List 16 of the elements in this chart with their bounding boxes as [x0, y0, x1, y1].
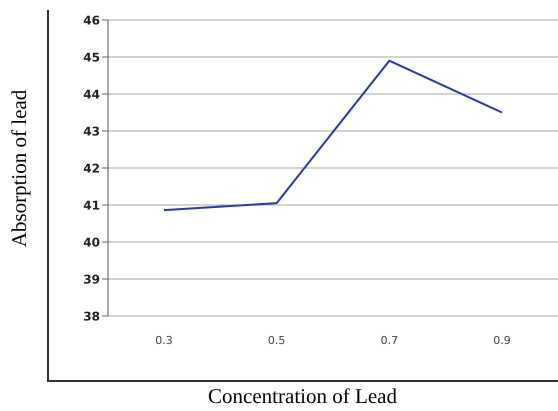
x-tick-label: 0.9: [493, 334, 511, 347]
y-tick-label: 42: [83, 161, 100, 176]
y-tick-label: 39: [83, 272, 100, 286]
y-tick-label: 44: [83, 87, 100, 102]
line-series: [163, 60, 503, 212]
x-tick-label: 0.7: [380, 334, 398, 347]
y-tick-label: 40: [83, 235, 100, 250]
x-tick-label: 0.5: [268, 334, 286, 347]
y-tick-label: 45: [83, 50, 100, 64]
y-tick-label: 38: [83, 309, 100, 324]
y-tick-label: 43: [83, 124, 100, 138]
y-axis-title: Absorption of lead: [8, 89, 32, 247]
y-tick-label: 46: [83, 13, 100, 28]
x-tick-label: 0.3: [155, 334, 173, 347]
x-axis-title: Concentration of Lead: [207, 384, 398, 409]
y-tick-label: 41: [83, 198, 100, 212]
